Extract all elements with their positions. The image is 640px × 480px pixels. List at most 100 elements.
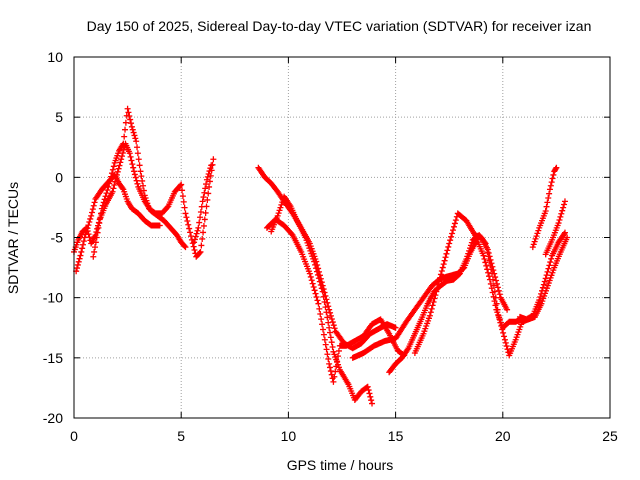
data-point: [111, 182, 118, 189]
data-point: [330, 378, 337, 385]
data-point: [317, 310, 324, 317]
data-point: [323, 346, 330, 353]
y-tick-label: 0: [55, 169, 63, 185]
data-point: [313, 268, 320, 275]
data-point: [325, 356, 332, 363]
data-point: [134, 180, 141, 187]
data-point: [276, 207, 283, 214]
data-point: [202, 209, 209, 216]
series-arc-2: [73, 171, 163, 275]
data-point: [90, 202, 97, 209]
data-point: [80, 238, 87, 245]
data-point: [435, 281, 442, 288]
data-point: [200, 194, 207, 201]
data-point: [91, 199, 98, 206]
data-point: [488, 260, 495, 267]
data-point: [493, 277, 500, 284]
data-point: [92, 244, 99, 251]
data-point: [326, 364, 333, 371]
data-point: [84, 225, 91, 232]
data-point: [191, 239, 198, 246]
data-point: [140, 187, 147, 194]
data-point: [184, 217, 191, 224]
data-point: [495, 312, 502, 319]
data-point: [130, 164, 137, 171]
data-point: [164, 204, 171, 211]
data-point: [117, 159, 124, 166]
data-point: [334, 358, 341, 365]
data-point: [542, 275, 549, 282]
x-tick-label: 5: [177, 428, 185, 444]
data-point: [438, 268, 445, 275]
data-point: [322, 304, 329, 311]
grid: [74, 57, 610, 418]
x-tick-label: 25: [602, 428, 618, 444]
data-point: [467, 245, 474, 252]
data-point: [480, 252, 487, 259]
data-point: [129, 161, 136, 168]
data-point: [318, 316, 325, 323]
data-point: [539, 287, 546, 294]
data-point: [497, 319, 504, 326]
data-point: [433, 288, 440, 295]
data-point: [314, 297, 321, 304]
data-point: [206, 183, 213, 190]
y-tick-label: -5: [51, 230, 64, 246]
data-point: [538, 290, 545, 297]
data-point: [322, 341, 329, 348]
data-point: [531, 238, 538, 245]
data-point: [95, 224, 102, 231]
data-point: [86, 219, 93, 226]
data-point: [307, 247, 314, 254]
series-arc-12: [529, 164, 560, 251]
data-point: [451, 220, 458, 227]
series-arc-10: [411, 210, 511, 357]
data-point: [320, 331, 327, 338]
data-point: [333, 363, 340, 370]
data-point: [550, 171, 557, 178]
data-point: [486, 273, 493, 280]
data-point: [192, 233, 199, 240]
data-point: [96, 220, 103, 227]
series-arc-6: [268, 193, 376, 407]
data-point: [116, 162, 123, 169]
data-point: [496, 316, 503, 323]
data-point: [311, 258, 318, 265]
data-point: [447, 237, 454, 244]
data-point: [558, 210, 565, 217]
data-point: [431, 295, 438, 302]
data-point: [434, 285, 441, 292]
data-point: [98, 205, 105, 212]
data-point: [428, 305, 435, 312]
data-point: [548, 179, 555, 186]
data-point: [80, 241, 87, 248]
data-point: [549, 175, 556, 182]
data-point: [493, 300, 500, 307]
data-point: [119, 185, 126, 192]
data-point: [492, 274, 499, 281]
data-point: [303, 237, 310, 244]
data-point: [320, 326, 327, 333]
data-point: [121, 133, 128, 140]
data-point: [114, 168, 121, 175]
data-point: [205, 190, 212, 197]
data-point: [207, 165, 214, 172]
data-point: [326, 324, 333, 331]
data-point: [309, 280, 316, 287]
data-point: [448, 233, 455, 240]
data-point: [325, 319, 332, 326]
data-point: [556, 216, 563, 223]
data-point: [79, 245, 86, 252]
data-point: [135, 156, 142, 163]
data-point: [323, 309, 330, 316]
data-point: [464, 253, 471, 260]
data-point: [482, 259, 489, 266]
data-point: [101, 196, 108, 203]
data-point: [108, 170, 115, 177]
data-point: [93, 234, 100, 241]
data-point: [444, 247, 451, 254]
data-point: [546, 190, 553, 197]
data-point: [495, 287, 502, 294]
data-point: [501, 333, 508, 340]
data-point: [445, 243, 452, 250]
